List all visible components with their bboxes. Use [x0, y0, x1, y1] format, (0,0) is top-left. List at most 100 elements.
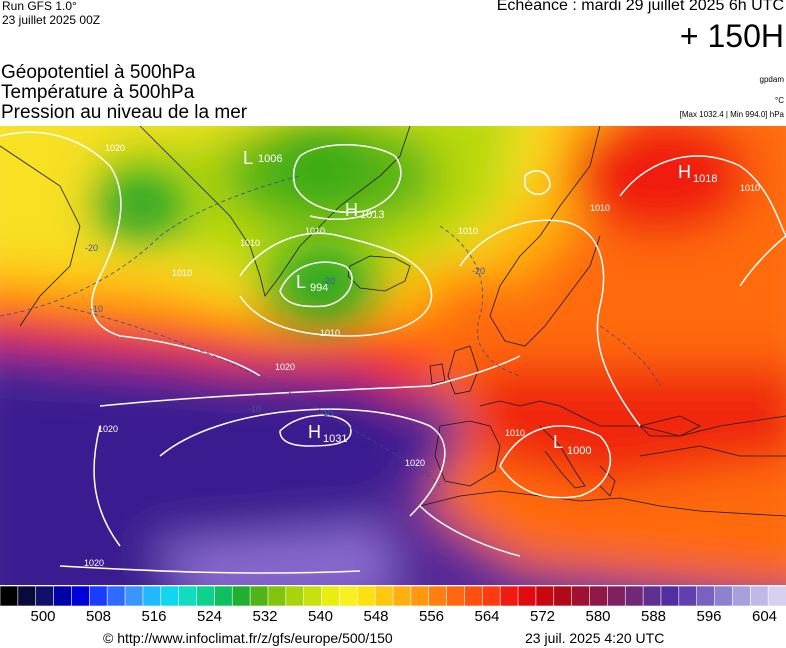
- colorbar-swatch: [732, 586, 751, 606]
- colorbar-swatch: [17, 586, 37, 606]
- isobar-label: 1020: [275, 362, 295, 372]
- colorbar-tick-label: 500: [30, 608, 56, 625]
- isotherm-label: -20: [322, 276, 335, 286]
- pressure-center-value: 1013: [360, 209, 384, 221]
- isobar-label: 1010: [305, 226, 325, 236]
- geopotential-field: [0, 126, 786, 585]
- colorbar-swatch: [124, 586, 144, 606]
- pressure-center-value: 1006: [258, 153, 282, 165]
- colorbar-tick-label: 508: [85, 608, 112, 625]
- colorbar-swatch: [142, 586, 162, 606]
- colorbar-swatch: [392, 586, 412, 606]
- run-label: Run GFS 1.0°: [2, 0, 77, 13]
- colorbar-swatch: [571, 586, 591, 606]
- pressure-center-letter: L: [296, 272, 306, 292]
- colorbar-tick-label: 564: [474, 608, 500, 625]
- pressure-center-value: 994: [310, 282, 328, 294]
- colorbar-swatch: [678, 586, 698, 606]
- run-date: 23 juillet 2025 00Z: [2, 13, 101, 27]
- colorbar-swatch: [553, 586, 573, 606]
- colorbar-swatch: [517, 586, 537, 606]
- colorbar-swatch: [464, 586, 483, 606]
- forecast-valid-time: Echéance : mardi 29 juillet 2025 6h UTC: [496, 0, 784, 14]
- colorbar-swatch: [321, 586, 341, 606]
- colorbar-swatch: [589, 586, 608, 606]
- colorbar-swatch: [285, 586, 305, 606]
- pressure-center-value: 1031: [323, 433, 347, 445]
- colorbar-swatch: [0, 586, 19, 606]
- pressure-center-value: 1018: [693, 173, 717, 185]
- pressure-center-letter: L: [553, 432, 563, 452]
- title-temperature: Température à 500hPa: [1, 82, 195, 103]
- isotherm-label: -20: [472, 266, 485, 276]
- isobar-label: 1020: [98, 424, 118, 434]
- coastlines: [0, 126, 786, 517]
- colorbar-tick-label: 580: [585, 608, 611, 625]
- colorbar-swatch: [196, 586, 215, 606]
- isobar-labels: 1020 1010 1010 1010 1010 1010 1020 1020 …: [84, 143, 760, 568]
- colorbar-swatch: [53, 586, 73, 606]
- pressure-center-letter: L: [243, 148, 253, 168]
- colorbar-tick-label: 572: [529, 608, 556, 625]
- pressure-center-value: 1000: [567, 445, 591, 457]
- colorbar-swatch: [660, 586, 680, 606]
- colorbar-swatch: [446, 586, 466, 606]
- weather-map[interactable]: L 1006 H 1013 L 994 H 1018 H 1031 L 1000…: [0, 126, 786, 585]
- colorbar-swatch: [696, 586, 716, 606]
- pressure-center-letter: H: [345, 200, 358, 220]
- isotherm-label: -10: [90, 304, 103, 314]
- colorbar-tick-label: 516: [141, 608, 167, 625]
- isotherm-label: -20: [85, 243, 98, 253]
- isobar-label: 1010: [590, 203, 610, 213]
- source-link[interactable]: © http://www.infoclimat.fr/z/gfs/europe/…: [103, 630, 393, 646]
- colorbar-tick-label: 548: [363, 608, 389, 625]
- title-pressure: Pression au niveau de la mer: [1, 102, 248, 123]
- pressure-center-letter: H: [308, 422, 321, 442]
- colorbar-swatch: [428, 586, 448, 606]
- colorbar-swatch: [106, 586, 126, 606]
- isotherm-label: -10: [320, 408, 333, 418]
- colorbar-swatch: [267, 586, 287, 606]
- colorbar: [0, 586, 786, 606]
- colorbar-labels: 500 508 516 524 532 540 548 556 564 572 580 588 596 6…: [0, 608, 786, 628]
- colorbar-swatch: [71, 586, 90, 606]
- unit-temperature: °C: [775, 96, 784, 105]
- unit-geopotential: gpdam: [759, 75, 784, 84]
- colorbar-swatch: [231, 586, 251, 606]
- colorbar-tick-label: 532: [252, 608, 278, 625]
- colorbar-tick-label: 556: [418, 608, 445, 625]
- pressure-max-min: [Max 1032.4 | Min 994.0] hPa: [679, 110, 784, 119]
- isobar-label: 1010: [172, 268, 192, 278]
- colorbar-tick-label: 596: [696, 608, 722, 625]
- isotherm-label: -10: [248, 404, 261, 414]
- colorbar-swatch: [249, 586, 269, 606]
- pressure-centers: L 1006 H 1013 L 994 H 1018 H 1031 L 1000: [243, 148, 717, 457]
- generation-time: 23 juil. 2025 4:20 UTC: [525, 630, 665, 646]
- colorbar-swatch: [303, 586, 323, 606]
- isobar-label: 1020: [84, 558, 104, 568]
- lead-time: + 150H: [679, 18, 784, 54]
- colorbar-swatch: [624, 586, 644, 606]
- colorbar-swatch: [214, 586, 233, 606]
- isobar-label: 1020: [405, 458, 425, 468]
- colorbar-swatch: [642, 586, 662, 606]
- isobar-label: 1010: [240, 238, 260, 248]
- colorbar-swatch: [339, 586, 358, 606]
- colorbar-swatch: [374, 586, 394, 606]
- colorbar-swatch: [482, 586, 501, 606]
- isobar-label: 1010: [320, 328, 340, 338]
- colorbar-tick-label: 588: [640, 608, 667, 625]
- isotherms: [0, 175, 661, 487]
- colorbar-tick-label: 540: [307, 608, 334, 625]
- colorbar-swatch: [607, 586, 626, 606]
- colorbar-swatch: [410, 586, 430, 606]
- isobar-label: 1010: [458, 226, 478, 236]
- pressure-center-letter: H: [678, 162, 691, 182]
- isotherm-labels: -20 -20 -10 -20 -10 -10: [85, 243, 485, 418]
- colorbar-swatch: [160, 586, 180, 606]
- colorbar-swatch: [178, 586, 198, 606]
- colorbar-swatch: [89, 586, 108, 606]
- isobar-label: 1020: [105, 143, 125, 153]
- isobar-label: 1010: [505, 428, 525, 438]
- colorbar-swatch: [35, 586, 55, 606]
